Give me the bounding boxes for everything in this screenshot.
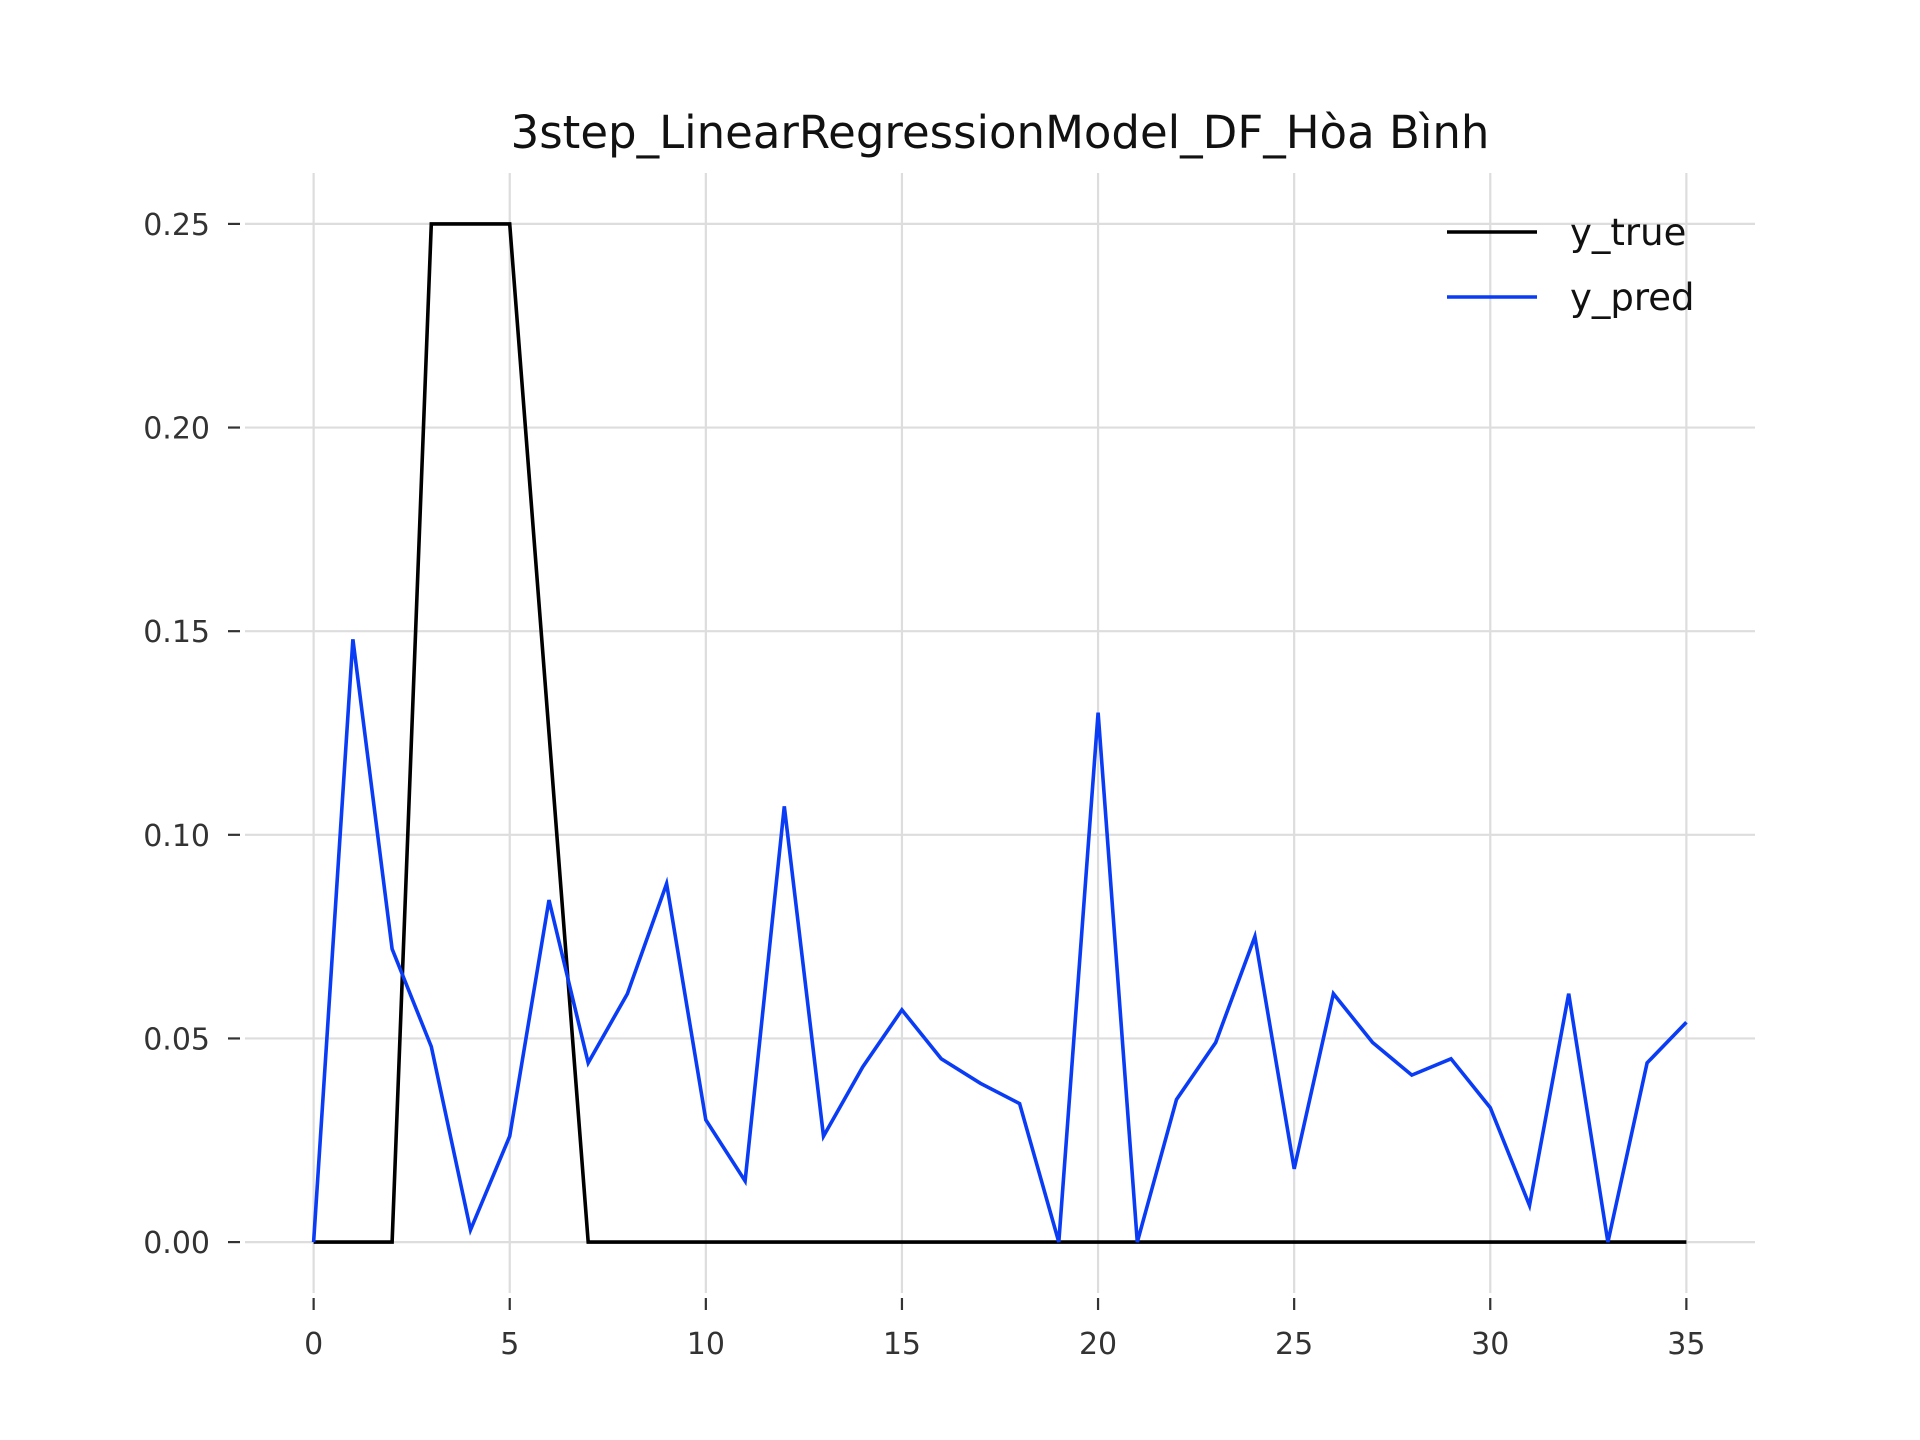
chart-title: 3step_LinearRegressionModel_DF_Hòa Bình <box>511 106 1490 159</box>
axes: 0 5 10 15 20 25 30 35 0.00 0.05 0.10 0.15 0.20 0.25 <box>143 208 1705 1362</box>
x-tick-label: 30 <box>1471 1327 1509 1362</box>
y-tick-label: 0.05 <box>143 1022 210 1057</box>
y-tick-label: 0.15 <box>143 615 210 650</box>
x-tick-label: 35 <box>1667 1327 1705 1362</box>
x-tick-label: 20 <box>1079 1327 1117 1362</box>
x-tick-label: 25 <box>1275 1327 1313 1362</box>
legend: y_true y_pred <box>1447 211 1695 319</box>
x-tick-label: 10 <box>687 1327 725 1362</box>
y-tick-label: 0.10 <box>143 819 210 854</box>
x-tick-label: 5 <box>500 1327 519 1362</box>
series-line-y-true <box>313 222 1687 1244</box>
y-tick-label: 0.25 <box>143 208 210 243</box>
grid <box>245 173 1755 1293</box>
y-tick-label: 0.00 <box>143 1226 210 1261</box>
y-tick-label: 0.20 <box>143 412 210 447</box>
series-line-y-pred <box>311 639 1688 1243</box>
legend-label: y_pred <box>1570 276 1695 319</box>
x-tick-label: 0 <box>304 1327 323 1362</box>
series-lines <box>311 222 1688 1244</box>
x-tick-label: 15 <box>883 1327 921 1362</box>
legend-label: y_true <box>1570 211 1686 254</box>
